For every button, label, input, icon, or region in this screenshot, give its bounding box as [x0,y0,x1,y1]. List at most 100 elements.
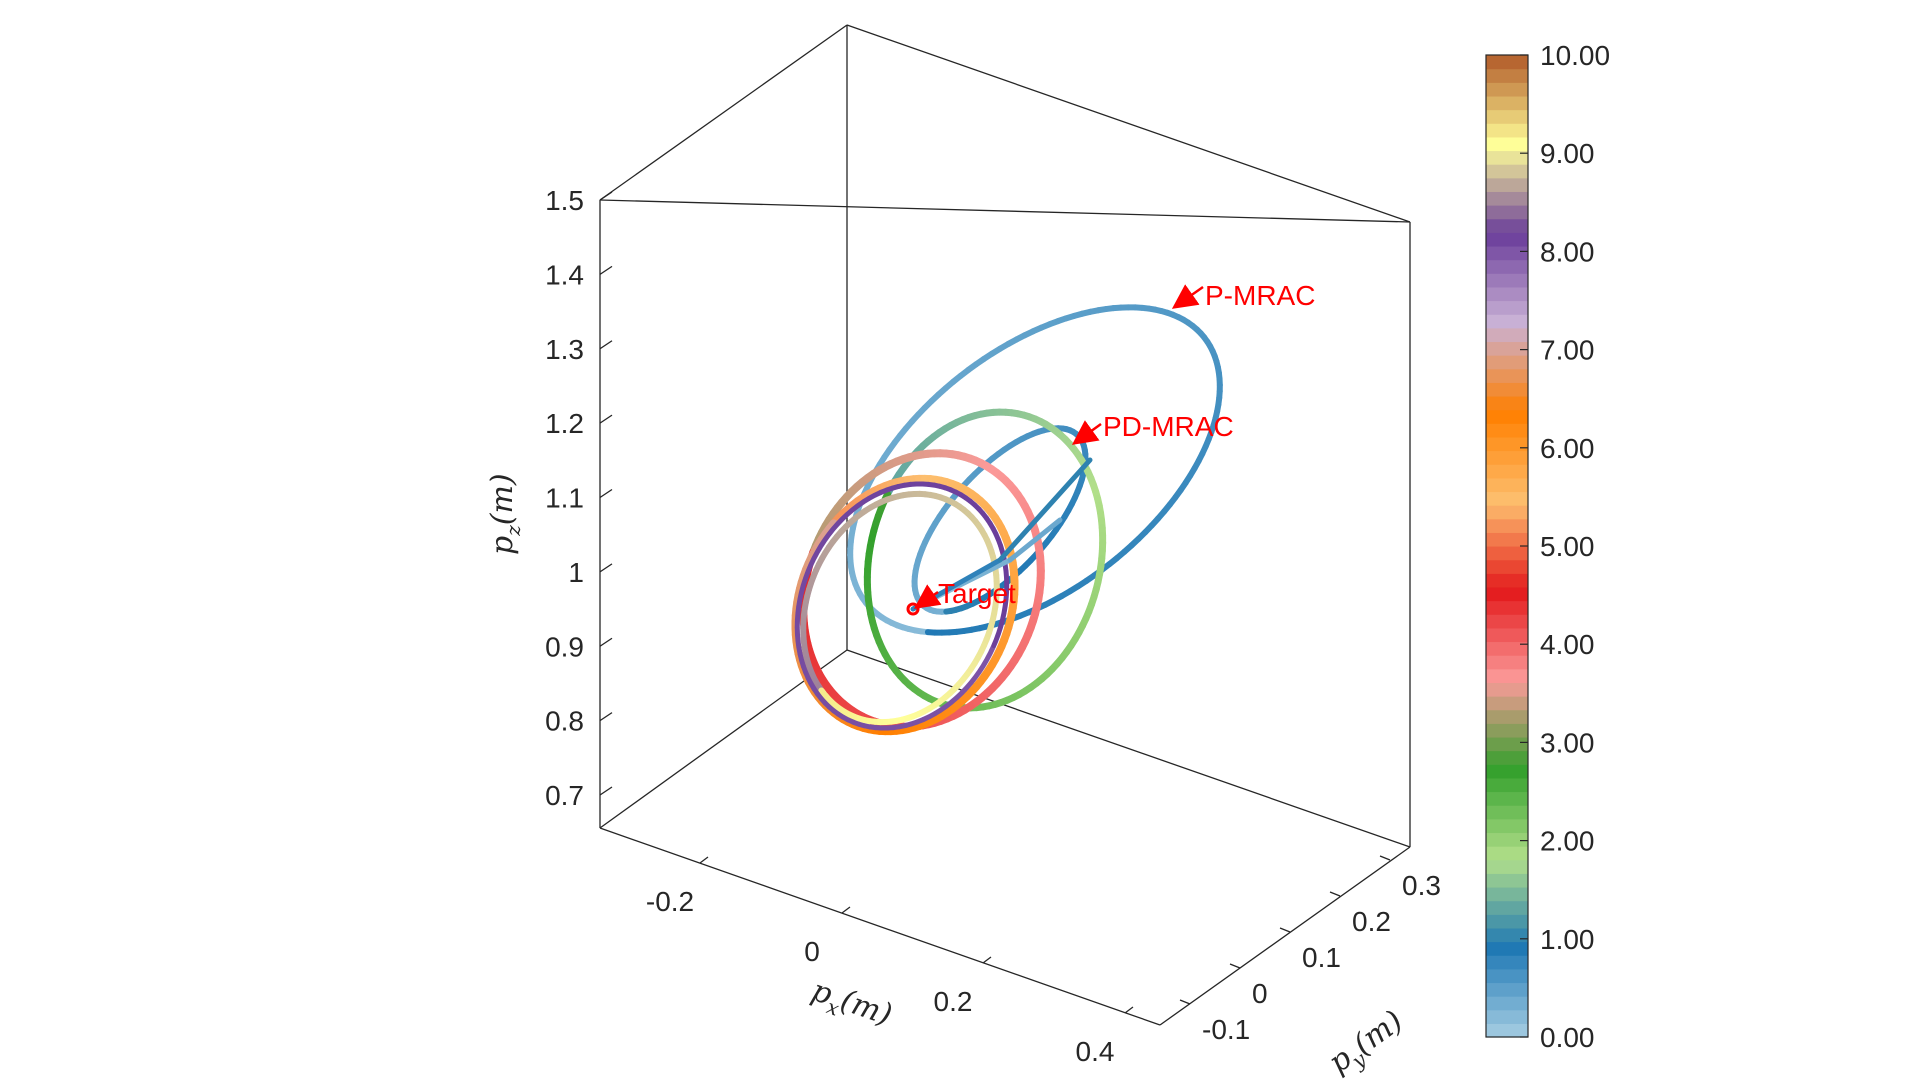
colorbar-segment [1486,205,1528,219]
x-axis-label: px(m) [806,973,897,1038]
colorbar-segment [1486,69,1528,83]
colorbar-segment [1486,560,1528,574]
box-edge [600,200,1410,222]
x-tick [983,957,991,963]
pd-mrac-arrow [1076,424,1101,442]
colorbar-tick-label: 9.00 [1540,138,1595,169]
colorbar-segment [1486,137,1528,151]
colorbar-segment [1486,723,1528,737]
y-tick [1180,1000,1190,1004]
trajectories [796,307,1220,731]
y-tick-label: -0.1 [1202,1014,1250,1045]
colorbar-segment [1486,846,1528,860]
x-tick-label: 0.4 [1076,1036,1115,1067]
z-tick [600,266,612,274]
final-trajectory [821,690,824,694]
colorbar-segment [1486,792,1528,806]
colorbar-tick-label: 1.00 [1540,924,1595,955]
pd-mrac-label: PD-MRAC [1103,411,1234,442]
colorbar-segment [1486,505,1528,519]
colorbar-segment [1486,423,1528,437]
colorbar-segment [1486,1023,1528,1037]
colorbar-tick-label: 8.00 [1540,236,1595,267]
colorbar: 0.001.002.003.004.005.006.007.008.009.00… [1486,40,1610,1053]
z-tick-label: 0.9 [545,631,584,662]
colorbar-segment [1486,437,1528,451]
box-edge [600,25,847,200]
colorbar-segment [1486,614,1528,628]
box-edge [847,25,1410,222]
colorbar-segment [1486,860,1528,874]
z-axis: 0.70.80.911.11.21.31.41.5 [545,185,612,811]
colorbar-segment [1486,273,1528,287]
colorbar-segment [1486,573,1528,587]
pd-mrac-trajectory [946,611,951,612]
colorbar-segment [1486,601,1528,615]
colorbar-segment [1486,710,1528,724]
colorbar-tick-label: 4.00 [1540,629,1595,660]
y-tick-label: 0 [1252,978,1268,1009]
y-tick-label: 0.3 [1402,870,1441,901]
colorbar-segment [1486,655,1528,669]
colorbar-segment [1486,287,1528,301]
colorbar-segment [1486,382,1528,396]
colorbar-segment [1486,164,1528,178]
colorbar-segment [1486,301,1528,315]
colorbar-segment [1486,396,1528,410]
colorbar-tick-label: 10.00 [1540,40,1610,71]
z-tick-label: 1.5 [545,185,584,216]
colorbar-segment [1486,519,1528,533]
z-tick [600,192,612,200]
z-tick [600,490,612,498]
z-tick [600,415,612,423]
y-axis: -0.100.10.20.3 [1180,856,1441,1045]
x-tick-label: 0.2 [934,986,973,1017]
z-tick [600,638,612,646]
x-axis: -0.2 0 0.2 0.4 [646,857,1133,1067]
colorbar-tick-label: 5.00 [1540,531,1595,562]
colorbar-segment [1486,178,1528,192]
colorbar-segment [1486,737,1528,751]
colorbar-segment [1486,232,1528,246]
colorbar-segment [1486,546,1528,560]
colorbar-segment [1486,996,1528,1010]
z-tick [600,787,612,795]
x-tick-label: 0 [804,936,820,967]
colorbar-tick-label: 6.00 [1540,433,1595,464]
colorbar-segment [1486,260,1528,274]
colorbar-segment [1486,873,1528,887]
y-tick [1380,856,1390,860]
colorbar-segment [1486,491,1528,505]
colorbar-segment [1486,764,1528,778]
colorbar-segment [1486,914,1528,928]
colorbar-segment [1486,123,1528,137]
colorbar-segment [1486,955,1528,969]
y-tick [1280,928,1290,932]
colorbar-segment [1486,355,1528,369]
colorbar-tick-label: 2.00 [1540,826,1595,857]
colorbar-segment [1486,314,1528,328]
y-tick [1230,964,1240,968]
x-tick [700,857,708,863]
z-tick-label: 0.7 [545,780,584,811]
colorbar-segment [1486,832,1528,846]
colorbar-segment [1486,110,1528,124]
colorbar-segment [1486,55,1528,69]
x-tick [842,907,850,913]
colorbar-segment [1486,901,1528,915]
colorbar-segment [1486,696,1528,710]
colorbar-segment [1486,587,1528,601]
target-label: Target [938,578,1016,609]
x-tick-label: -0.2 [646,886,694,917]
y-axis-label: py(m) [1322,1004,1412,1080]
z-tick-label: 1.4 [545,259,584,290]
z-tick-label: 1.3 [545,334,584,365]
colorbar-tick-label: 3.00 [1540,727,1595,758]
colorbar-segment [1486,751,1528,765]
z-tick [600,341,612,349]
p-mrac-label: P-MRAC [1205,280,1315,311]
colorbar-segment [1486,1010,1528,1024]
colorbar-tick-label: 7.00 [1540,335,1595,366]
colorbar-segment [1486,942,1528,956]
